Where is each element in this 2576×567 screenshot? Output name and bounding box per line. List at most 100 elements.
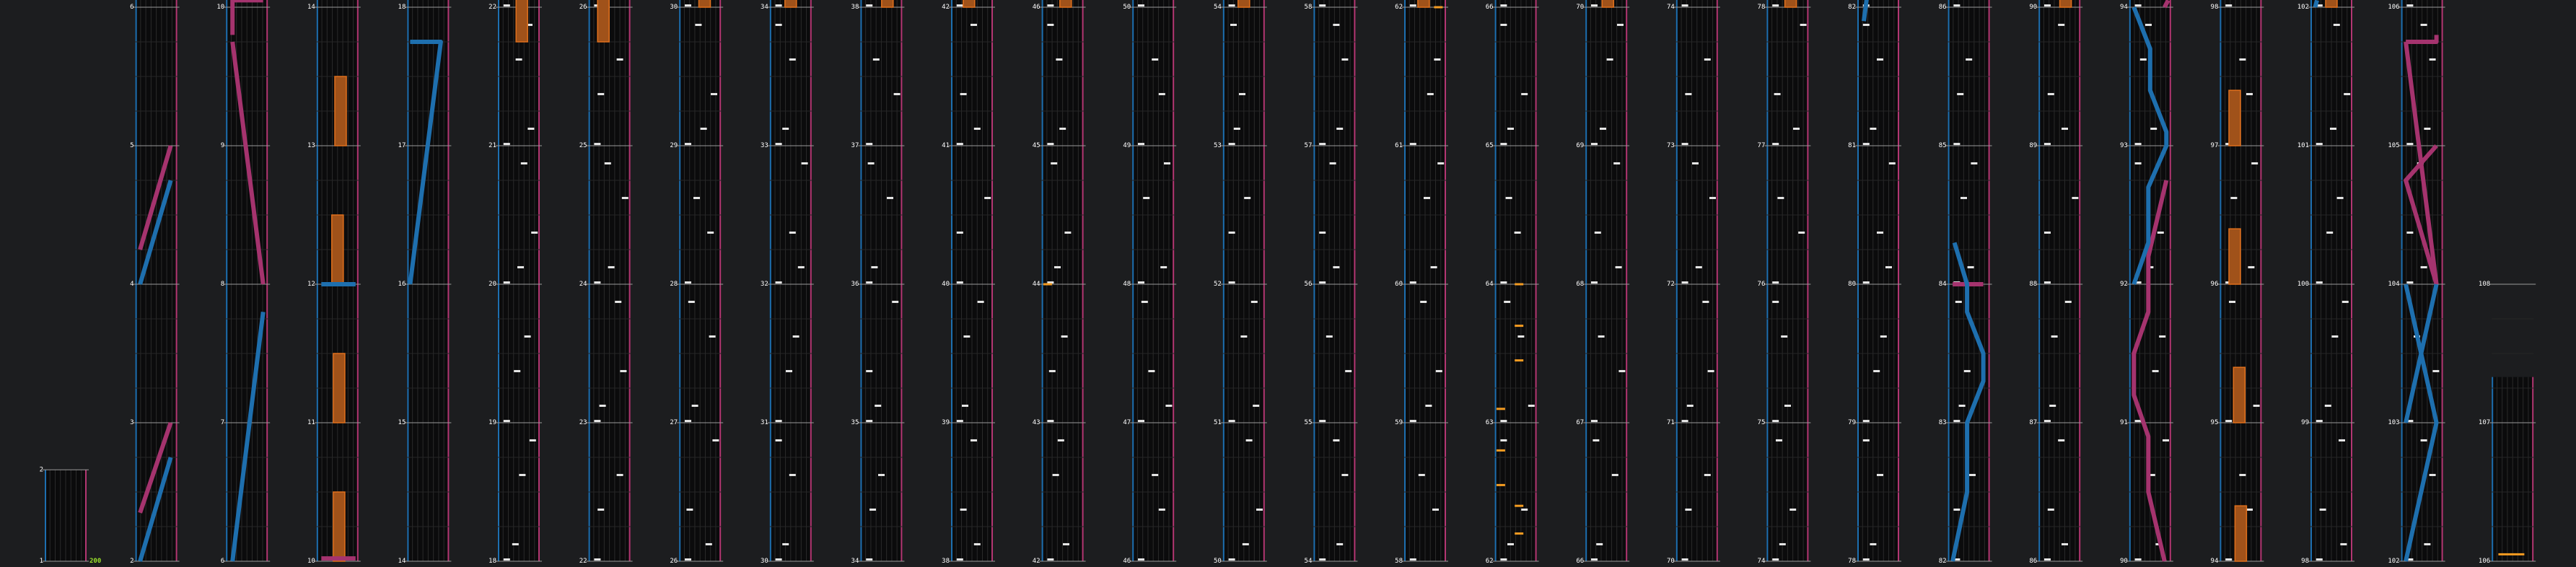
tap-note bbox=[1692, 162, 1699, 164]
measure-tap-note bbox=[1228, 281, 1235, 284]
tap-note bbox=[1504, 300, 1511, 303]
tap-note bbox=[1143, 196, 1150, 199]
tap-note bbox=[2145, 23, 2152, 26]
measure-number: 53 bbox=[1214, 142, 1222, 149]
tap-note bbox=[1880, 335, 1887, 338]
tap-note bbox=[2246, 92, 2253, 95]
hold-note bbox=[334, 76, 347, 146]
measure-number: 76 bbox=[1758, 281, 1766, 288]
tap-note bbox=[2062, 127, 2068, 130]
measure-tap-note bbox=[1409, 143, 1416, 146]
tap-note bbox=[1056, 58, 1063, 61]
measure-number: 83 bbox=[1939, 419, 1947, 426]
measure-number: 77 bbox=[1758, 142, 1766, 149]
measure-number: 69 bbox=[1576, 142, 1584, 149]
tap-note bbox=[527, 127, 535, 130]
tap-note bbox=[1239, 92, 1245, 95]
tap-note bbox=[1955, 300, 1962, 303]
tap-note bbox=[1885, 265, 1892, 268]
tap-note bbox=[2330, 127, 2336, 130]
measure-tap-note bbox=[1228, 558, 1235, 561]
measure-number: 43 bbox=[1033, 419, 1041, 426]
tap-note bbox=[1345, 369, 1352, 372]
measure-tap-note bbox=[1953, 420, 1961, 423]
tap-note bbox=[1971, 162, 1978, 164]
tap-note bbox=[1961, 196, 1967, 199]
measure-number: 102 bbox=[2388, 558, 2399, 565]
tap-note bbox=[1160, 265, 1167, 268]
tap-note bbox=[1329, 162, 1336, 164]
tap-note bbox=[1152, 58, 1159, 61]
measure-tap-note bbox=[1409, 281, 1416, 284]
tap-note bbox=[872, 58, 880, 61]
measure-number: 39 bbox=[942, 419, 950, 426]
lane-column-54: 54 55 56 57 58 bbox=[1305, 0, 1358, 565]
measure-number: 82 bbox=[1939, 558, 1947, 565]
lane-column-38: 38 39 40 41 42 bbox=[942, 0, 995, 565]
tap-note bbox=[524, 335, 531, 338]
tap-note bbox=[2230, 196, 2238, 199]
tap-note bbox=[1593, 439, 1600, 441]
hold-note bbox=[2228, 89, 2241, 146]
event-marker bbox=[1496, 408, 1505, 410]
tap-note bbox=[691, 404, 698, 407]
tap-note bbox=[875, 404, 882, 407]
measure-number: 12 bbox=[307, 281, 315, 288]
measure-tap-note bbox=[1500, 281, 1507, 284]
measure-tap-note bbox=[1047, 143, 1054, 146]
tap-note bbox=[1789, 508, 1797, 511]
measure-number: 38 bbox=[942, 558, 950, 565]
lane-column-18: 18 19 20 21 22 bbox=[489, 0, 542, 565]
lane-column-1: 12 bbox=[40, 466, 89, 565]
measure-tap-note bbox=[1591, 143, 1598, 146]
measure-tap-note bbox=[956, 143, 963, 146]
measure-tap-note bbox=[1228, 420, 1235, 423]
measure-number: 61 bbox=[1395, 142, 1403, 149]
tap-note bbox=[2319, 508, 2326, 511]
measure-number: 40 bbox=[942, 281, 950, 288]
measure-number: 54 bbox=[1214, 4, 1222, 11]
measure-number: 60 bbox=[1395, 281, 1403, 288]
event-marker bbox=[1434, 6, 1443, 9]
measure-tap-note bbox=[2316, 558, 2323, 561]
measure-number: 102 bbox=[2297, 4, 2309, 11]
tap-note bbox=[878, 473, 885, 476]
tap-note bbox=[1966, 58, 1973, 61]
hold-note bbox=[331, 214, 344, 285]
measure-number: 92 bbox=[2120, 281, 2128, 288]
pink-slide-path bbox=[138, 422, 173, 514]
tap-note bbox=[1063, 542, 1069, 545]
measure-tap-note bbox=[866, 420, 873, 423]
hold-note bbox=[1784, 0, 1797, 8]
tap-note bbox=[1064, 231, 1072, 234]
measure-tap-note bbox=[2134, 143, 2142, 146]
measure-number: 27 bbox=[670, 419, 678, 426]
measure-number: 28 bbox=[670, 281, 678, 288]
measure-number: 16 bbox=[398, 281, 406, 288]
tap-note bbox=[792, 335, 799, 338]
tap-note bbox=[1774, 92, 1781, 95]
event-marker bbox=[2498, 553, 2525, 555]
measure-number: 37 bbox=[851, 142, 859, 149]
event-marker bbox=[1515, 283, 1524, 286]
measure-number: 82 bbox=[1848, 4, 1856, 11]
measure-number: 19 bbox=[489, 419, 496, 426]
measure-tap-note bbox=[2134, 420, 2142, 423]
lane-column-82: 82 83 84 85 86 bbox=[1939, 0, 1992, 565]
tap-note bbox=[2049, 404, 2056, 407]
tap-note bbox=[693, 196, 700, 199]
measure-tap-note bbox=[685, 143, 691, 146]
measure-tap-note bbox=[1772, 558, 1779, 561]
tap-note bbox=[1427, 92, 1434, 95]
measure-tap-note bbox=[2225, 558, 2233, 561]
tap-note bbox=[1228, 231, 1235, 234]
tap-note bbox=[869, 508, 876, 511]
tap-note bbox=[1230, 23, 1237, 26]
tap-note bbox=[1793, 127, 1800, 130]
measure-number: 94 bbox=[2120, 4, 2128, 11]
lane-column-42: 42 43 44 45 46 bbox=[1033, 0, 1086, 565]
event-marker bbox=[1515, 359, 1524, 362]
tap-note bbox=[1434, 58, 1441, 61]
tap-note bbox=[1704, 58, 1711, 61]
measure-tap-note bbox=[775, 558, 782, 561]
